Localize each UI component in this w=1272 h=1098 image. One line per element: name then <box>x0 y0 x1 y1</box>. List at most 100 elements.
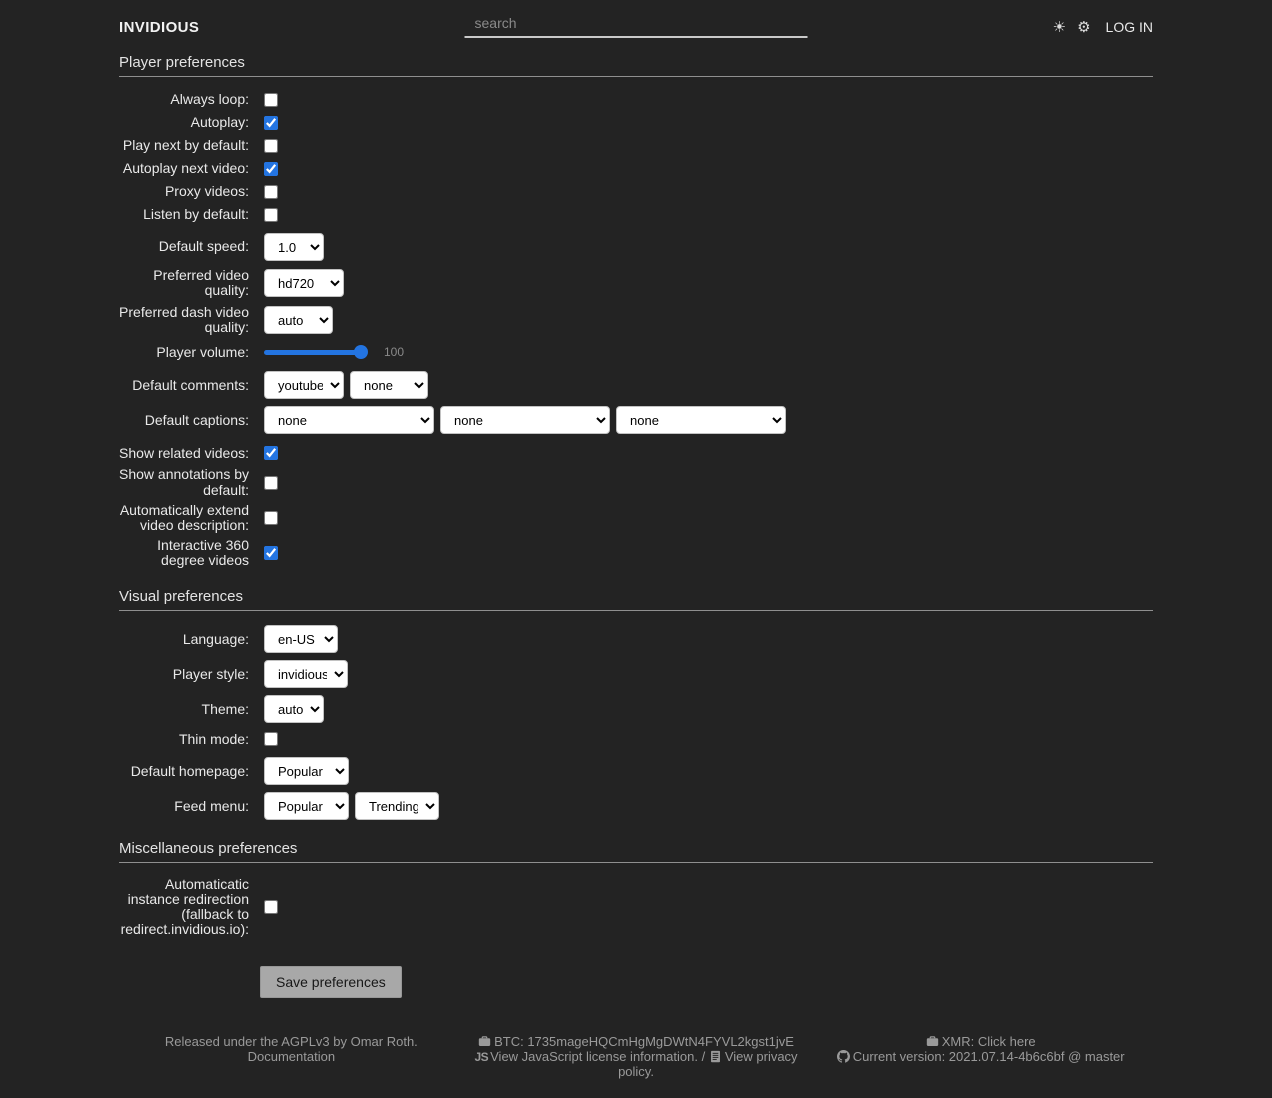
pref-row-play-next: Play next by default: <box>119 137 1153 155</box>
license-text: Released under the AGPLv3 by Omar Roth. <box>164 1033 418 1049</box>
default-comments-select-1[interactable]: youtube <box>264 371 344 400</box>
pref-label: Thin mode: <box>178 730 249 747</box>
player-volume-slider[interactable] <box>264 345 368 360</box>
pref-label: Show related videos: <box>119 444 249 461</box>
pref-label: Default captions: <box>144 411 249 428</box>
autoplay-next-checkbox[interactable] <box>264 162 278 176</box>
footer-license-column: Released under the AGPLv3 by Omar Roth. … <box>119 1034 464 1080</box>
pref-row-default-comments: Default comments: youtube none <box>119 371 1153 400</box>
default-captions-select-3[interactable]: none <box>616 406 786 435</box>
annotations-checkbox[interactable] <box>264 475 278 490</box>
always-loop-checkbox[interactable] <box>264 93 278 107</box>
xmr-link[interactable]: Click here <box>977 1033 1036 1049</box>
pref-row-related-videos: Show related videos: <box>119 444 1153 462</box>
preferred-quality-select[interactable]: hd720 <box>264 269 344 298</box>
pref-label: Automaticatic instance redirection (fall… <box>120 876 249 938</box>
pref-label: Preferred video quality: <box>153 267 249 299</box>
divider <box>119 76 1153 77</box>
pref-label: Default comments: <box>132 376 249 393</box>
pref-label: Interactive 360 degree videos <box>157 536 249 568</box>
pref-label: Player style: <box>172 665 249 682</box>
default-captions-select-2[interactable]: none <box>440 406 610 435</box>
divider <box>119 862 1153 864</box>
listen-default-checkbox[interactable] <box>264 208 278 222</box>
gear-icon[interactable]: ⚙ <box>1077 18 1091 36</box>
theme-select[interactable]: auto <box>264 695 324 724</box>
default-speed-select[interactable]: 1.0 <box>264 233 324 261</box>
pref-label: Proxy videos: <box>164 183 249 200</box>
pref-row-player-volume: Player volume: 100 <box>119 342 1153 362</box>
top-navbar: INVIDIOUS ☀ ⚙ LOG IN <box>119 0 1153 54</box>
section-heading: Miscellaneous preferences <box>119 840 298 858</box>
language-select[interactable]: en-US <box>264 625 338 654</box>
extend-description-checkbox[interactable] <box>264 510 278 525</box>
header-actions: ☀ ⚙ LOG IN <box>1053 19 1153 35</box>
default-homepage-select[interactable]: Popular <box>264 757 349 786</box>
footer-version-column: XMR: Click here Current version: 2021.07… <box>808 1034 1153 1080</box>
pref-row-always-loop: Always loop: <box>119 91 1153 109</box>
pref-row-thin-mode: Thin mode: <box>119 730 1153 748</box>
invidious-logo[interactable]: INVIDIOUS <box>119 18 200 36</box>
section-player-preferences: Player preferences Always loop: Autoplay… <box>119 54 1153 568</box>
sun-icon[interactable]: ☀ <box>1052 18 1067 36</box>
js-license-link[interactable]: View JavaScript license information. <box>490 1048 698 1064</box>
player-volume-value: 100 <box>384 345 405 360</box>
briefcase-icon <box>926 1035 938 1046</box>
section-heading: Player preferences <box>119 54 245 71</box>
pref-row-interactive-360: Interactive 360 degree videos <box>119 536 1153 568</box>
auto-redirect-checkbox[interactable] <box>264 900 278 915</box>
pref-label: Autoplay: <box>190 114 249 131</box>
play-next-checkbox[interactable] <box>264 139 278 153</box>
section-visual-preferences: Visual preferences Language: en-US Playe… <box>119 588 1153 821</box>
js-icon: JS <box>474 1049 489 1064</box>
feed-menu-select-2[interactable]: Trending <box>355 792 439 821</box>
default-captions-select-1[interactable]: none <box>264 406 434 435</box>
version-text: Current version: 2021.07.14-4b6c6bf @ ma… <box>852 1048 1125 1064</box>
pref-row-language: Language: en-US <box>119 625 1153 654</box>
pref-row-default-speed: Default speed: 1.0 <box>119 233 1153 261</box>
section-miscellaneous-preferences: Miscellaneous preferences Automaticatic … <box>119 840 1153 937</box>
documentation-link[interactable]: Documentation <box>247 1048 336 1064</box>
search-input[interactable] <box>464 12 808 38</box>
pref-row-autoplay: Autoplay: <box>119 114 1153 132</box>
pref-label: Feed menu: <box>174 797 249 814</box>
slider-thumb[interactable] <box>354 345 368 360</box>
footer-donate-column: BTC: 1735mageHQCmHgMgDWtN4FYVL2kgst1jvE … <box>464 1034 809 1080</box>
pref-row-preferred-dash-quality: Preferred dash video quality: auto <box>119 305 1153 335</box>
default-comments-select-2[interactable]: none <box>350 371 428 400</box>
github-icon <box>836 1049 850 1063</box>
pref-row-player-style: Player style: invidious <box>119 660 1153 689</box>
interactive-360-checkbox[interactable] <box>264 545 278 560</box>
privacy-document-icon <box>710 1050 720 1063</box>
pref-row-default-homepage: Default homepage: Popular <box>119 757 1153 786</box>
related-videos-checkbox[interactable] <box>264 446 278 461</box>
autoplay-checkbox[interactable] <box>264 116 278 130</box>
pref-row-annotations: Show annotations by default: <box>119 467 1153 497</box>
briefcase-icon <box>478 1035 491 1046</box>
pref-label: Play next by default: <box>122 137 249 154</box>
pref-row-proxy-videos: Proxy videos: <box>119 183 1153 201</box>
pref-row-feed-menu: Feed menu: Popular Trending <box>119 792 1153 821</box>
preferred-dash-quality-select[interactable]: auto <box>264 306 333 335</box>
search-form <box>464 12 808 38</box>
btc-address: BTC: 1735mageHQCmHgMgDWtN4FYVL2kgst1jvE <box>494 1033 794 1049</box>
thin-mode-checkbox[interactable] <box>264 732 278 747</box>
feed-menu-select-1[interactable]: Popular <box>264 792 349 821</box>
save-preferences-button[interactable]: Save preferences <box>260 965 402 998</box>
proxy-videos-checkbox[interactable] <box>264 185 278 199</box>
pref-label: Autoplay next video: <box>122 160 249 177</box>
pref-label: Player volume: <box>156 343 249 360</box>
pref-row-preferred-quality: Preferred video quality: hd720 <box>119 267 1153 299</box>
pref-row-extend-description: Automatically extend video description: <box>119 502 1153 533</box>
pref-row-default-captions: Default captions: none none none <box>119 406 1153 435</box>
login-link[interactable]: LOG IN <box>1105 19 1153 35</box>
pref-label: Preferred dash video quality: <box>119 304 249 336</box>
xmr-label: XMR: <box>941 1033 978 1049</box>
player-style-select[interactable]: invidious <box>264 660 348 689</box>
save-row: Save preferences <box>260 965 1153 998</box>
pref-row-auto-redirect: Automaticatic instance redirection (fall… <box>119 876 1153 938</box>
pref-row-autoplay-next: Autoplay next video: <box>119 160 1153 178</box>
pref-label: Default speed: <box>158 238 249 255</box>
pref-row-listen-default: Listen by default: <box>119 206 1153 224</box>
